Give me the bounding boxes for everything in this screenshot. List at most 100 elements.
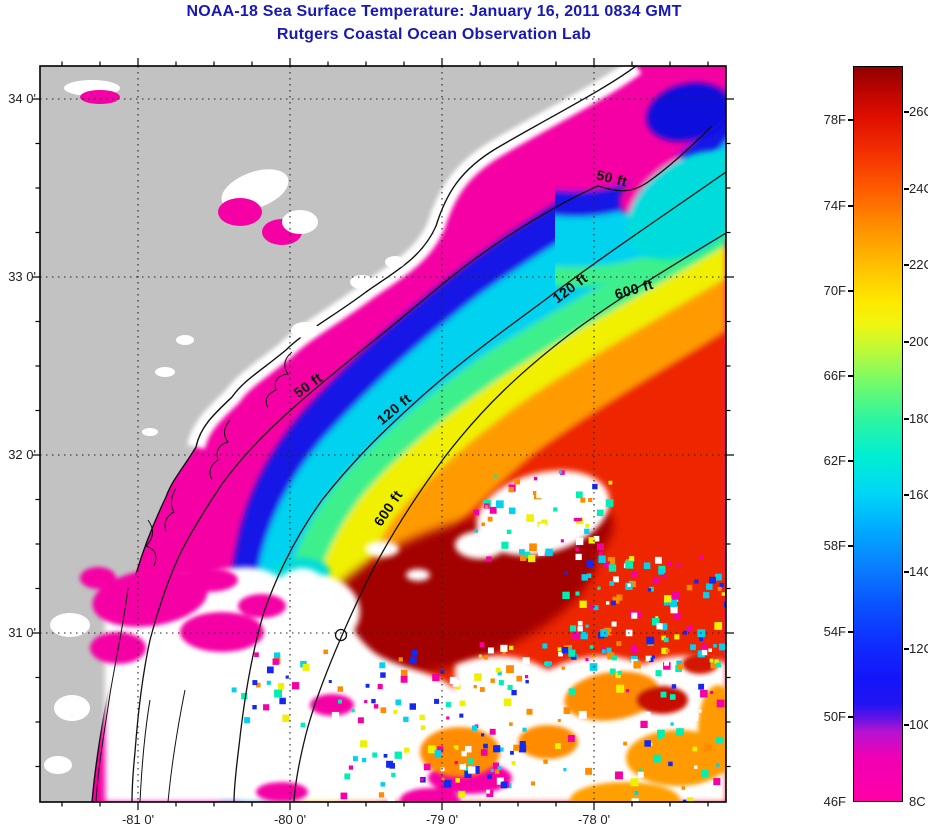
sst-speckle: [486, 789, 491, 794]
sst-speckle: [562, 591, 570, 600]
sst-speckle: [643, 562, 651, 569]
sst-speckle: [516, 675, 523, 682]
sst-speckle: [274, 652, 281, 659]
sst-speckle: [694, 765, 698, 769]
sst-speckle: [440, 767, 445, 772]
sst-speckle: [581, 574, 588, 581]
sst-speckle: [337, 686, 344, 692]
lon-label-81: -81 0': [121, 812, 155, 827]
sst-speckle: [432, 673, 440, 682]
colorbar-tick: [904, 571, 909, 574]
sst-speckle: [616, 594, 623, 601]
sst-speckle: [577, 620, 583, 626]
sst-speckle: [481, 522, 486, 527]
sst-speckle: [701, 769, 709, 778]
sst-speckle: [662, 574, 667, 579]
colorbar-tick: [848, 460, 853, 463]
sst-speckle: [578, 710, 587, 719]
lat-label-34: 34 0': [8, 91, 36, 106]
sst-speckle: [391, 772, 396, 778]
sst-speckle: [713, 778, 721, 786]
sst-speckle: [493, 474, 498, 478]
sst-speckle: [667, 561, 672, 566]
sst-speckle: [589, 604, 595, 609]
sst-speckle: [700, 689, 708, 698]
sst-speckle: [608, 480, 613, 485]
sst-speckle: [364, 699, 368, 704]
sst-speckle: [379, 662, 386, 669]
colorbar-tick: [904, 724, 909, 727]
sst-speckle: [244, 713, 248, 718]
ocean-sst-field: [40, 66, 726, 802]
sst-speckle: [495, 500, 504, 509]
sst-speckle: [708, 648, 712, 653]
sst-speckle: [380, 782, 385, 787]
sst-speckle: [506, 529, 512, 534]
sst-speckle: [668, 761, 673, 767]
sst-speckle: [575, 591, 580, 596]
sst-speckle: [585, 767, 593, 775]
colorbar-f-label: 50F: [823, 708, 846, 724]
sst-speckle: [612, 596, 620, 604]
sst-speckle: [665, 648, 670, 653]
sst-speckle: [478, 654, 482, 658]
sst-speckle: [445, 702, 451, 708]
sst-speckle: [688, 722, 694, 727]
sst-speckle: [697, 650, 705, 658]
sst-speckle: [528, 554, 536, 563]
sst-speckle: [413, 674, 420, 681]
sst-speckle: [380, 707, 387, 713]
sst-speckle: [597, 586, 601, 590]
sst-speckle: [647, 588, 652, 592]
sst-speckle: [254, 652, 259, 658]
colorbar-f-label: 58F: [823, 538, 846, 554]
sst-speckle: [440, 669, 445, 674]
sst-speckle: [677, 663, 684, 670]
sst-speckle: [328, 680, 332, 684]
sst-speckle: [657, 729, 665, 738]
sst-speckle: [378, 792, 385, 798]
sst-speckle: [403, 716, 409, 723]
sst-speckle: [716, 736, 723, 744]
lon-label-78: -78 0': [577, 812, 611, 827]
lat-label-32: 32 0': [8, 447, 36, 462]
sst-speckle: [523, 702, 527, 706]
sst-speckle: [464, 766, 472, 774]
sst-speckle: [638, 768, 643, 772]
sst-speckle: [598, 555, 606, 563]
sst-speckle: [588, 497, 593, 503]
sst-speckle: [701, 649, 708, 656]
sst-speckle: [557, 647, 562, 652]
sst-speckle: [580, 497, 586, 503]
colorbar-c-label: 14C: [909, 564, 928, 580]
sst-speckle: [651, 617, 660, 626]
sst-speckle: [541, 519, 548, 526]
sst-speckle: [672, 591, 681, 600]
sst-speckle: [255, 682, 261, 688]
sst-speckle: [331, 711, 340, 720]
sst-speckle: [340, 792, 348, 800]
sst-speckle: [630, 581, 636, 588]
sst-speckle: [585, 523, 590, 528]
colorbar-f-label: 74F: [823, 197, 846, 213]
sst-speckle: [543, 759, 548, 764]
sst-speckle: [663, 637, 669, 643]
sst-speckle: [605, 601, 610, 605]
sst-speckle: [503, 698, 512, 707]
sst-speckle: [661, 647, 668, 655]
sst-speckle: [609, 668, 616, 675]
sst-speckle: [400, 669, 408, 677]
sst-speckle: [387, 794, 395, 802]
sst-speckle: [615, 771, 623, 780]
sst-speckle: [409, 703, 416, 710]
temperature-colorbar: [853, 66, 903, 802]
sst-speckle: [630, 778, 639, 787]
sst-speckle: [487, 774, 492, 780]
sst-speckle: [538, 549, 545, 556]
colorbar-tick: [848, 630, 853, 633]
sst-speckle: [563, 768, 567, 772]
sst-speckle: [437, 746, 444, 753]
sst-speckle: [252, 704, 257, 710]
sst-speckle: [389, 763, 396, 769]
sst-speckle: [508, 645, 514, 651]
